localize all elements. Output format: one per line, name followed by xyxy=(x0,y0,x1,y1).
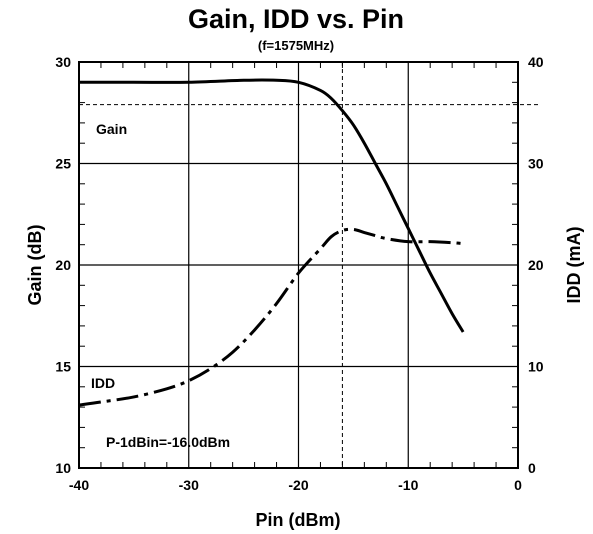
chart-title: Gain, IDD vs. Pin xyxy=(188,4,404,34)
gain-annotation: Gain xyxy=(96,121,127,137)
x-tick-label: -20 xyxy=(288,477,308,493)
idd-annotation: IDD xyxy=(91,375,115,391)
y-left-tick-label: 15 xyxy=(55,359,71,375)
y-right-tick-label: 0 xyxy=(528,460,536,476)
y-left-tick-label: 30 xyxy=(55,54,71,70)
x-tick-label: -30 xyxy=(179,477,199,493)
y-right-tick-labels: 0 10 20 30 40 xyxy=(528,54,544,476)
y-right-tick-label: 30 xyxy=(528,156,544,172)
series-line-gain xyxy=(78,78,465,333)
x-tick-label: 0 xyxy=(514,477,522,493)
x-tick-label: -40 xyxy=(69,477,89,493)
grid xyxy=(79,62,518,468)
y-right-tick-label: 10 xyxy=(528,359,544,375)
reference-lines xyxy=(79,62,538,468)
y-left-tick-label: 10 xyxy=(55,460,71,476)
y-left-tick-label: 20 xyxy=(55,257,71,273)
y-left-tick-labels: 10 15 20 25 30 xyxy=(55,54,71,476)
y-right-axis-label: IDD (mA) xyxy=(564,227,584,304)
y-right-tick-label: 40 xyxy=(528,54,544,70)
y-left-axis-label: Gain (dB) xyxy=(25,225,45,306)
x-axis-label: Pin (dBm) xyxy=(256,510,341,530)
p1db-annotation: P-1dBin=-16.0dBm xyxy=(106,434,230,450)
x-tick-labels: -40 -30 -20 -10 0 xyxy=(69,477,522,493)
chart-subtitle: (f=1575MHz) xyxy=(258,38,334,53)
minor-ticks xyxy=(79,62,518,468)
y-left-tick-label: 25 xyxy=(55,156,71,172)
series-group xyxy=(78,78,465,407)
series-line-idd xyxy=(78,227,464,407)
x-tick-label: -10 xyxy=(398,477,418,493)
y-right-tick-label: 20 xyxy=(528,257,544,273)
